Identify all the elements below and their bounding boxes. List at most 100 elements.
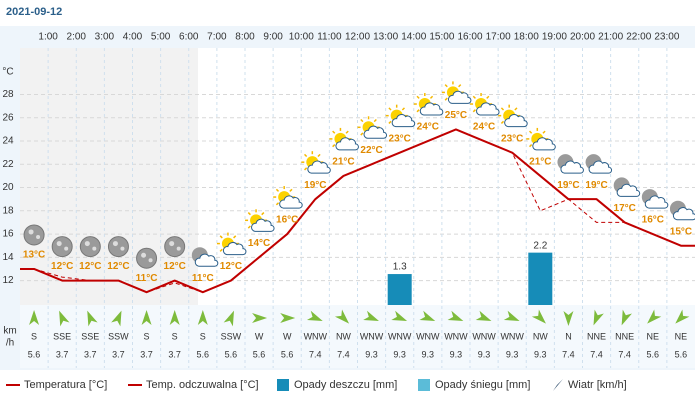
weather-icon	[413, 93, 444, 116]
sun-ray	[416, 109, 420, 113]
temp-label: 12°C	[220, 261, 242, 272]
sun-ray	[444, 97, 448, 101]
x-tick-label: 10:00	[289, 32, 314, 43]
moon-spot	[141, 252, 147, 258]
wind-arrow	[29, 310, 40, 325]
y-tick-label: 18	[2, 205, 14, 216]
sun-ray	[472, 109, 476, 113]
weather-icon	[526, 127, 556, 151]
temp-label: 19°C	[304, 180, 326, 191]
temp-label: 11°C	[136, 273, 158, 284]
precip-label: 1.3	[393, 262, 407, 273]
wind-arrow	[59, 310, 70, 327]
wind-speed: 9.3	[365, 349, 378, 359]
wind-dir: NNE	[615, 331, 634, 341]
chart-title: 2021-09-12	[6, 6, 62, 18]
x-tick-label: 11:00	[317, 32, 342, 43]
y-tick-label: 16	[2, 229, 14, 240]
cloud	[560, 160, 584, 174]
wind-arrow	[475, 310, 492, 322]
wind-speed: 9.3	[478, 349, 491, 359]
sun-ray	[444, 84, 448, 88]
moon-spot	[169, 241, 175, 247]
weather-icon	[585, 154, 612, 174]
wind-speed: 3.7	[168, 349, 181, 359]
temp-label: 14°C	[248, 238, 270, 249]
weather-icon	[79, 236, 101, 258]
wind-speed: 7.4	[562, 349, 575, 359]
x-tick-label: 8:00	[235, 32, 255, 43]
weather-icon	[641, 189, 669, 209]
moon-spot	[176, 246, 181, 251]
wind-arrow	[647, 309, 662, 324]
sun-ray	[304, 153, 308, 158]
cloud	[251, 218, 275, 232]
wind-arrow	[593, 309, 604, 326]
x-tick-label: 4:00	[123, 32, 143, 43]
cloud	[222, 241, 247, 256]
feel-line	[20, 128, 695, 293]
x-tick-label: 16:00	[457, 32, 482, 43]
weather-icon	[470, 93, 500, 116]
wind-dir: NW	[336, 331, 351, 341]
sun-ray	[247, 212, 251, 216]
temp-label: 25°C	[445, 110, 467, 121]
temp-label: 19°C	[557, 180, 579, 191]
sun-ray	[289, 188, 293, 192]
wind-arrow	[563, 311, 574, 326]
sun-ray	[401, 107, 405, 111]
wind-speed: 3.7	[84, 349, 97, 359]
wind-dir: S	[144, 331, 150, 341]
sun-ray	[500, 107, 505, 111]
wind-dir: WNW	[472, 331, 496, 341]
weather-icon	[51, 236, 73, 258]
cloud	[644, 195, 669, 209]
temp-label: 22°C	[360, 145, 382, 156]
wind-dir: NE	[647, 331, 660, 341]
weather-icon	[441, 81, 472, 104]
wind-dir: S	[31, 331, 37, 341]
cloud	[335, 137, 359, 151]
wind-arrow	[169, 310, 180, 325]
wind-arrow	[419, 310, 436, 322]
temp-label: 21°C	[529, 157, 551, 168]
wind-dir: WNW	[416, 331, 440, 341]
legend-label: Wiatr [km/h]	[568, 379, 627, 391]
y-tick-label: 22	[2, 159, 14, 170]
temp-label: 12°C	[164, 261, 186, 272]
wind-speed: 9.3	[393, 349, 406, 359]
wind-dir: W	[283, 331, 292, 341]
cloud	[476, 102, 500, 116]
wind-speed: 3.7	[56, 349, 69, 359]
weather-icon	[613, 177, 641, 197]
wind-speed: 7.4	[309, 349, 322, 359]
legend-swatch	[418, 379, 430, 391]
weather-icon	[669, 200, 695, 221]
wind-dir: S	[172, 331, 178, 341]
x-tick-label: 18:00	[514, 32, 539, 43]
y-tick-label: 28	[2, 89, 14, 100]
x-tick-label: 13:00	[373, 32, 398, 43]
x-tick-label: 1:00	[38, 32, 58, 43]
moon	[136, 247, 158, 269]
moon-spot	[64, 246, 69, 251]
y-tick-label: 20	[2, 182, 14, 193]
moon	[51, 236, 73, 258]
wind-dir: S	[200, 331, 206, 341]
wind-speed: 9.3	[534, 349, 547, 359]
wind-dir: SSW	[221, 331, 242, 341]
wind-arrow	[503, 310, 520, 322]
sun-ray	[360, 118, 364, 123]
cloud	[588, 160, 612, 174]
sun-ray	[275, 202, 280, 206]
precip-bar	[528, 252, 553, 305]
legend-label: Opady śniegu [mm]	[435, 379, 530, 391]
sun-ray	[261, 212, 265, 216]
wind-speed: 3.7	[112, 349, 125, 359]
night-bg	[20, 48, 198, 305]
sun-ray	[388, 120, 392, 124]
sun-ray	[542, 130, 546, 134]
wind-speed: 5.6	[28, 349, 41, 359]
moon-spot	[148, 258, 153, 263]
wind-dir: WNW	[444, 331, 468, 341]
